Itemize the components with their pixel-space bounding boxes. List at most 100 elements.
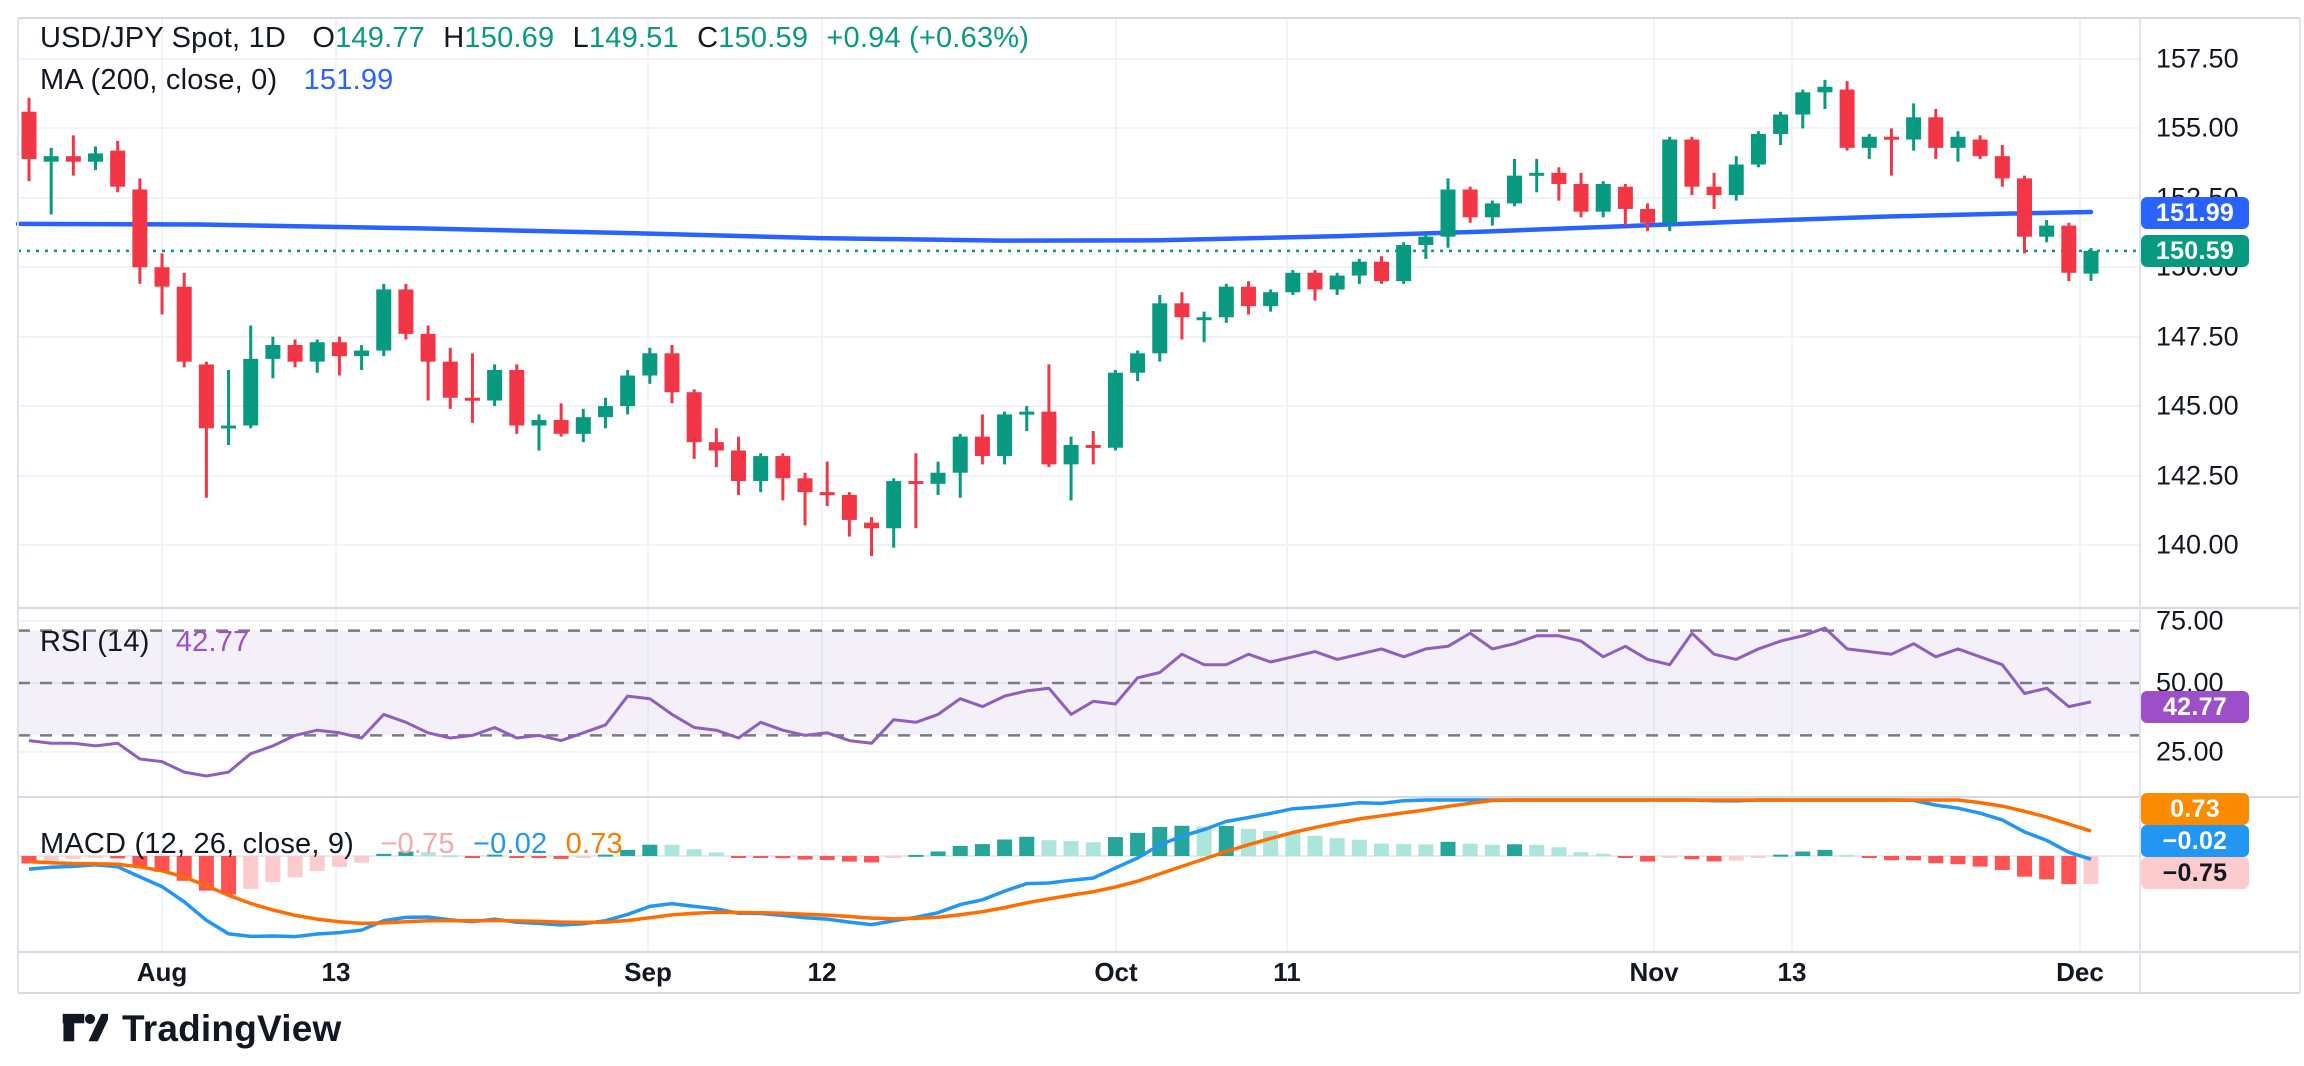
price-axis-label[interactable]: 140.00 [2156, 529, 2239, 560]
macd-histogram-bar [841, 856, 857, 862]
candle-body [1063, 444, 1079, 465]
macd-histogram-bar [753, 856, 769, 858]
candle-body [21, 111, 37, 159]
candle-body [354, 350, 370, 357]
macd-histogram-bar [1773, 854, 1789, 857]
macd-histogram-bar [1950, 856, 1966, 865]
candle-body [1373, 261, 1389, 282]
macd-histogram-bar [686, 849, 702, 856]
macd-histogram-bar [1994, 856, 2010, 870]
macd-histogram-bar [1041, 840, 1057, 856]
candle-body [1152, 303, 1168, 354]
candle-body [464, 397, 480, 401]
candle-body [1551, 172, 1567, 184]
candle-body [376, 289, 392, 351]
tradingview-logo[interactable]: TradingView [62, 1008, 341, 1050]
time-axis-label[interactable]: 12 [807, 957, 837, 987]
macd-histogram-bar [1839, 854, 1855, 857]
candle-body [1462, 189, 1478, 218]
macd-histogram-bar [1706, 856, 1722, 862]
time-axis-label[interactable]: Aug [136, 957, 188, 987]
candle-body [664, 353, 680, 393]
ma-legend[interactable]: MA (200, close, 0) 151.99 [40, 64, 394, 97]
macd-histogram-bar [1174, 825, 1190, 856]
candle-body [88, 153, 104, 162]
time-axis-label[interactable]: 11 [1273, 957, 1301, 987]
candle-body [597, 406, 613, 418]
ohlc-high-value: 150.69 [464, 22, 555, 54]
macd-hist-chip: −0.75 [2141, 857, 2249, 889]
macd-histogram-bar [1196, 826, 1212, 856]
macd-histogram-bar [398, 851, 414, 856]
macd-histogram-bar [1507, 844, 1523, 856]
ohlc-low-value: 149.51 [588, 22, 679, 54]
candle-body [708, 442, 724, 451]
candle-body [775, 456, 791, 479]
time-axis-label[interactable]: 13 [1777, 957, 1807, 987]
candle-body [841, 494, 857, 520]
macd-histogram-bar [464, 856, 480, 858]
candle-body [1773, 114, 1789, 134]
macd-histogram-bar [1063, 841, 1079, 856]
macd-histogram-bar [154, 856, 170, 872]
macd-histogram-bar [1906, 856, 1922, 861]
candle-body [1329, 275, 1345, 290]
candle-body [221, 425, 237, 429]
macd-histogram-bar [1573, 852, 1589, 856]
candle-body [1351, 261, 1367, 276]
macd-signal-chip: 0.73 [2141, 793, 2249, 825]
macd-histogram-bar [1728, 856, 1744, 861]
price-axis-label[interactable]: 157.50 [2156, 43, 2239, 74]
macd-histogram-bar [819, 856, 835, 860]
candle-body [1041, 411, 1057, 465]
price-axis-label[interactable]: 155.00 [2156, 112, 2239, 143]
candle-body [1507, 175, 1523, 204]
macd-legend[interactable]: MACD (12, 26, close, 9) −0.75 −0.02 0.73 [40, 828, 623, 861]
price-axis-label[interactable]: 147.50 [2156, 321, 2239, 352]
candle-body [1750, 133, 1766, 165]
macd-histogram-bar [1484, 844, 1500, 856]
candle-body [1418, 236, 1434, 246]
price-axis-label[interactable]: 75.00 [2156, 605, 2224, 636]
candle-body [620, 375, 636, 407]
rsi-value-chip: 42.77 [2141, 691, 2249, 723]
ohlc-close-label: C [697, 22, 719, 54]
ohlc-open-label: O [312, 22, 336, 54]
candle-body [1817, 86, 1833, 93]
macd-histogram-bar [664, 844, 680, 856]
price-axis-label[interactable]: 145.00 [2156, 390, 2239, 421]
macd-histogram-bar [1019, 836, 1035, 856]
candle-body [997, 414, 1013, 457]
macd-histogram-bar [1240, 828, 1256, 856]
macd-histogram-bar [2083, 856, 2099, 885]
candle-body [1994, 156, 2010, 179]
macd-histogram-bar [1595, 853, 1611, 856]
macd-histogram-bar [1640, 856, 1656, 862]
candle-body [2083, 250, 2099, 274]
time-axis-label[interactable]: Dec [2056, 957, 2104, 987]
ma-value: 151.99 [303, 64, 394, 96]
candle-body [1307, 272, 1323, 290]
candle-body [487, 369, 503, 401]
ohlc-high-label: H [443, 22, 465, 54]
time-axis-label[interactable]: Sep [624, 957, 672, 987]
candle-body [398, 289, 414, 334]
candle-body [331, 342, 347, 357]
macd-histogram-bar [442, 855, 458, 858]
macd-histogram-bar [1817, 849, 1833, 856]
price-axis-label[interactable]: 25.00 [2156, 736, 2224, 767]
candle-body [132, 189, 148, 268]
candle-body [864, 522, 880, 529]
price-axis-label[interactable]: 142.50 [2156, 460, 2239, 491]
macd-histogram-bar [597, 854, 613, 857]
time-axis-label[interactable]: Oct [1094, 957, 1138, 987]
candle-body [930, 472, 946, 484]
time-axis-label[interactable]: 13 [321, 957, 351, 987]
time-axis-label[interactable]: Nov [1629, 957, 1679, 987]
macd-histogram-bar [1883, 856, 1899, 861]
rsi-legend[interactable]: RSI (14) 42.77 [40, 626, 249, 659]
symbol-legend[interactable]: USD/JPY Spot, 1D O149.77 H150.69 L149.51… [40, 22, 1029, 55]
candle-body [110, 150, 126, 187]
